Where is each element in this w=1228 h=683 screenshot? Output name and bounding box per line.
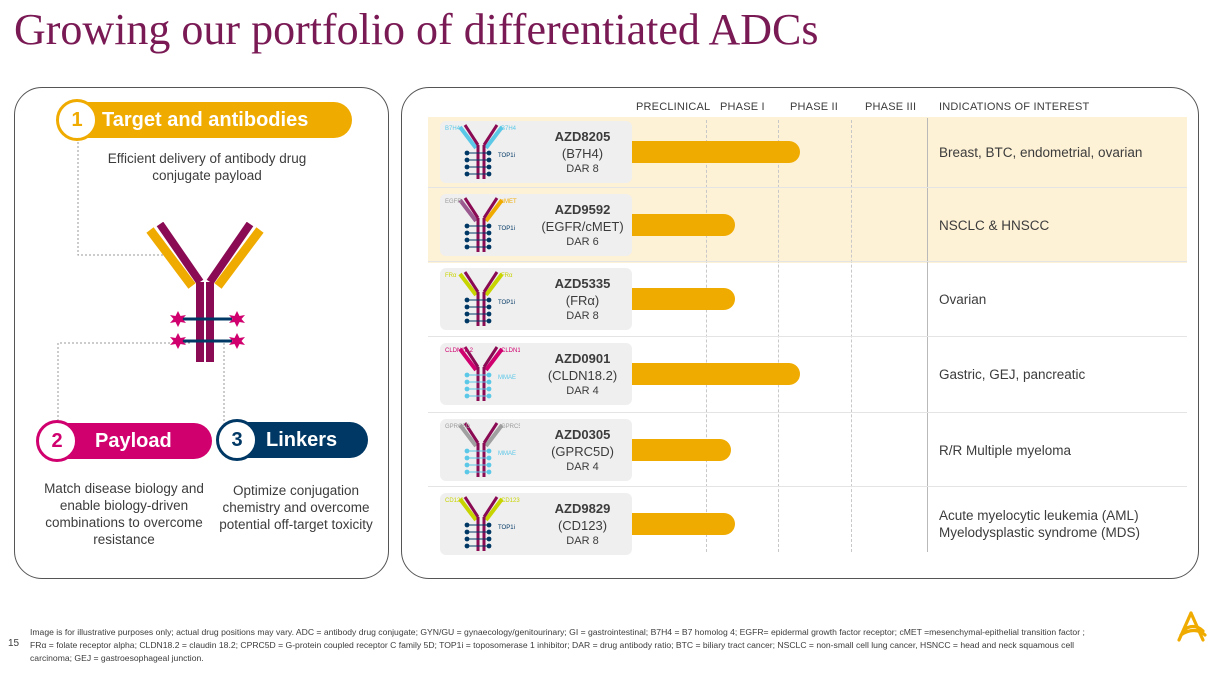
phase-progress-bar <box>630 363 800 385</box>
drug-target: (GPRC5D) <box>551 444 614 459</box>
drug-card: FRα FRα TOP1i AZD5335 (FRα) DAR 8 <box>440 268 632 330</box>
payload-label: MMAE <box>498 375 516 381</box>
drug-target: (CLDN18.2) <box>547 368 618 383</box>
indication-text: Acute myelocytic leukemia (AML) Myelodysp… <box>939 507 1140 541</box>
phase-progress-bar <box>630 141 800 163</box>
adc-molecule-icon: B7H4 B7H4 TOP1i <box>445 124 517 179</box>
drug-dar: DAR 6 <box>566 236 599 248</box>
arm-label-right: FRα <box>501 273 513 279</box>
drug-name: AZD9592 <box>554 202 611 217</box>
arm-label-right: CLDN18.2 <box>501 348 520 354</box>
arm-label-left: FRα <box>445 273 457 279</box>
arm-label-right: CD123 <box>501 498 520 504</box>
page-number: 15 <box>8 638 20 649</box>
arm-label-left: EGFR <box>445 199 462 205</box>
drug-name: AZD0901 <box>554 351 611 366</box>
arm-label-left: GPRC5D <box>445 424 471 430</box>
step-description-2: Match disease biology and enable biology… <box>44 481 204 547</box>
indication-line: Breast, BTC, endometrial, ovarian <box>939 144 1143 160</box>
payload-label: MMAE <box>498 451 516 457</box>
header-phase3: PHASE III <box>865 101 917 113</box>
phase-progress-bar <box>630 513 735 535</box>
drug-card: EGFR cMET TOP1i AZD9592 (EGFR/cMET) DAR … <box>440 194 632 256</box>
drug-card: CLDN18.2 CLDN18.2 MMAE AZD0901 (CLDN18.2… <box>440 343 632 405</box>
pipeline-panel <box>401 87 1199 579</box>
row-separator <box>428 261 1187 262</box>
arm-label-left: CD123 <box>445 498 464 504</box>
arm-label-right: GPRC5D <box>501 424 520 430</box>
page-title: Growing our portfolio of differentiated … <box>14 5 819 54</box>
payload-label: TOP1i <box>498 153 515 159</box>
drug-name: AZD5335 <box>554 276 611 291</box>
drug-name: AZD8205 <box>554 129 611 144</box>
footnote: Image is for illustrative purposes only;… <box>30 627 1085 663</box>
payload-label: TOP1i <box>498 300 515 306</box>
drug-target: (FRα) <box>565 293 600 308</box>
indication-line: Ovarian <box>939 291 987 307</box>
arm-label-left: CLDN18.2 <box>445 348 474 354</box>
indication-line: NSCLC & HNSCC <box>939 217 1050 233</box>
drug-dar: DAR 4 <box>566 461 599 473</box>
step-label-1: Target and antibodies <box>102 108 309 131</box>
phase-progress-bar <box>630 214 735 236</box>
arm-label-right: B7H4 <box>501 126 517 132</box>
adc-molecule-icon: CD123 CD123 TOP1i <box>445 496 520 551</box>
drug-target: (B7H4) <box>561 146 604 161</box>
payload-label: TOP1i <box>498 525 515 531</box>
phase-progress-bar <box>630 439 732 461</box>
company-logo-icon <box>1177 611 1207 642</box>
step-payload: 2 Payload <box>36 420 212 462</box>
antibody-illustration <box>146 222 264 362</box>
drug-target: (EGFR/cMET) <box>541 219 624 234</box>
indication-text: Breast, BTC, endometrial, ovarian <box>939 144 1142 161</box>
indication-text: R/R Multiple myeloma <box>939 442 1071 459</box>
drug-dar: DAR 8 <box>566 163 599 175</box>
phase-progress-bar <box>630 288 735 310</box>
header-phase2: PHASE II <box>790 101 839 113</box>
header-indications: INDICATIONS OF INTEREST <box>939 101 1090 113</box>
indications-divider <box>927 118 928 552</box>
step-description-3: Optimize conjugation chemistry and overc… <box>219 483 373 532</box>
payload-label: TOP1i <box>498 226 515 232</box>
drug-target: (CD123) <box>557 518 608 533</box>
drug-card: CD123 CD123 TOP1i AZD9829 (CD123) DAR 8 <box>440 493 632 555</box>
indication-line: Gastric, GEJ, pancreatic <box>939 366 1086 382</box>
step-number-3: 3 <box>216 419 258 461</box>
arm-label-right: cMET <box>501 199 517 205</box>
header-phase1: PHASE I <box>720 101 765 113</box>
arm-label-left: B7H4 <box>445 126 461 132</box>
step-linkers: 3 Linkers <box>216 419 368 461</box>
step-description-1: Efficient delivery of antibody drug conj… <box>107 151 307 183</box>
adc-molecule-icon: FRα FRα TOP1i <box>445 271 515 326</box>
adc-molecule-icon: EGFR cMET TOP1i <box>445 197 517 252</box>
drug-name: AZD9829 <box>554 501 611 516</box>
indication-text: Gastric, GEJ, pancreatic <box>939 366 1085 383</box>
row-separator <box>428 187 1187 188</box>
row-separator <box>428 412 1187 413</box>
indication-line: R/R Multiple myeloma <box>939 442 1072 458</box>
drug-name: AZD0305 <box>554 427 611 442</box>
indication-text: NSCLC & HNSCC <box>939 217 1049 234</box>
indication-line: Myelodysplastic syndrome (MDS) <box>939 525 1141 540</box>
drug-card: B7H4 B7H4 TOP1i AZD8205 (B7H4) DAR 8 <box>440 121 632 183</box>
row-separator <box>428 486 1187 487</box>
adc-molecule-icon: GPRC5D GPRC5D MMAE <box>445 422 520 477</box>
drug-dar: DAR 4 <box>566 385 599 397</box>
step-label-3: Linkers <box>266 428 338 451</box>
step-target-antibodies: 1 Target and antibodies <box>56 99 352 141</box>
step-label-2: Payload <box>95 429 172 452</box>
drug-dar: DAR 8 <box>566 310 599 322</box>
indication-text: Ovarian <box>939 291 986 308</box>
header-preclinical: PRECLINICAL <box>636 101 711 113</box>
step-number-1: 1 <box>56 99 98 141</box>
adc-molecule-icon: CLDN18.2 CLDN18.2 MMAE <box>445 346 520 401</box>
row-separator <box>428 336 1187 337</box>
drug-card: GPRC5D GPRC5D MMAE AZD0305 (GPRC5D) DAR … <box>440 419 632 481</box>
step-number-2: 2 <box>36 420 78 462</box>
drug-dar: DAR 8 <box>566 535 599 547</box>
indication-line: Acute myelocytic leukemia (AML) <box>939 508 1139 523</box>
adc-components-panel <box>14 87 389 579</box>
